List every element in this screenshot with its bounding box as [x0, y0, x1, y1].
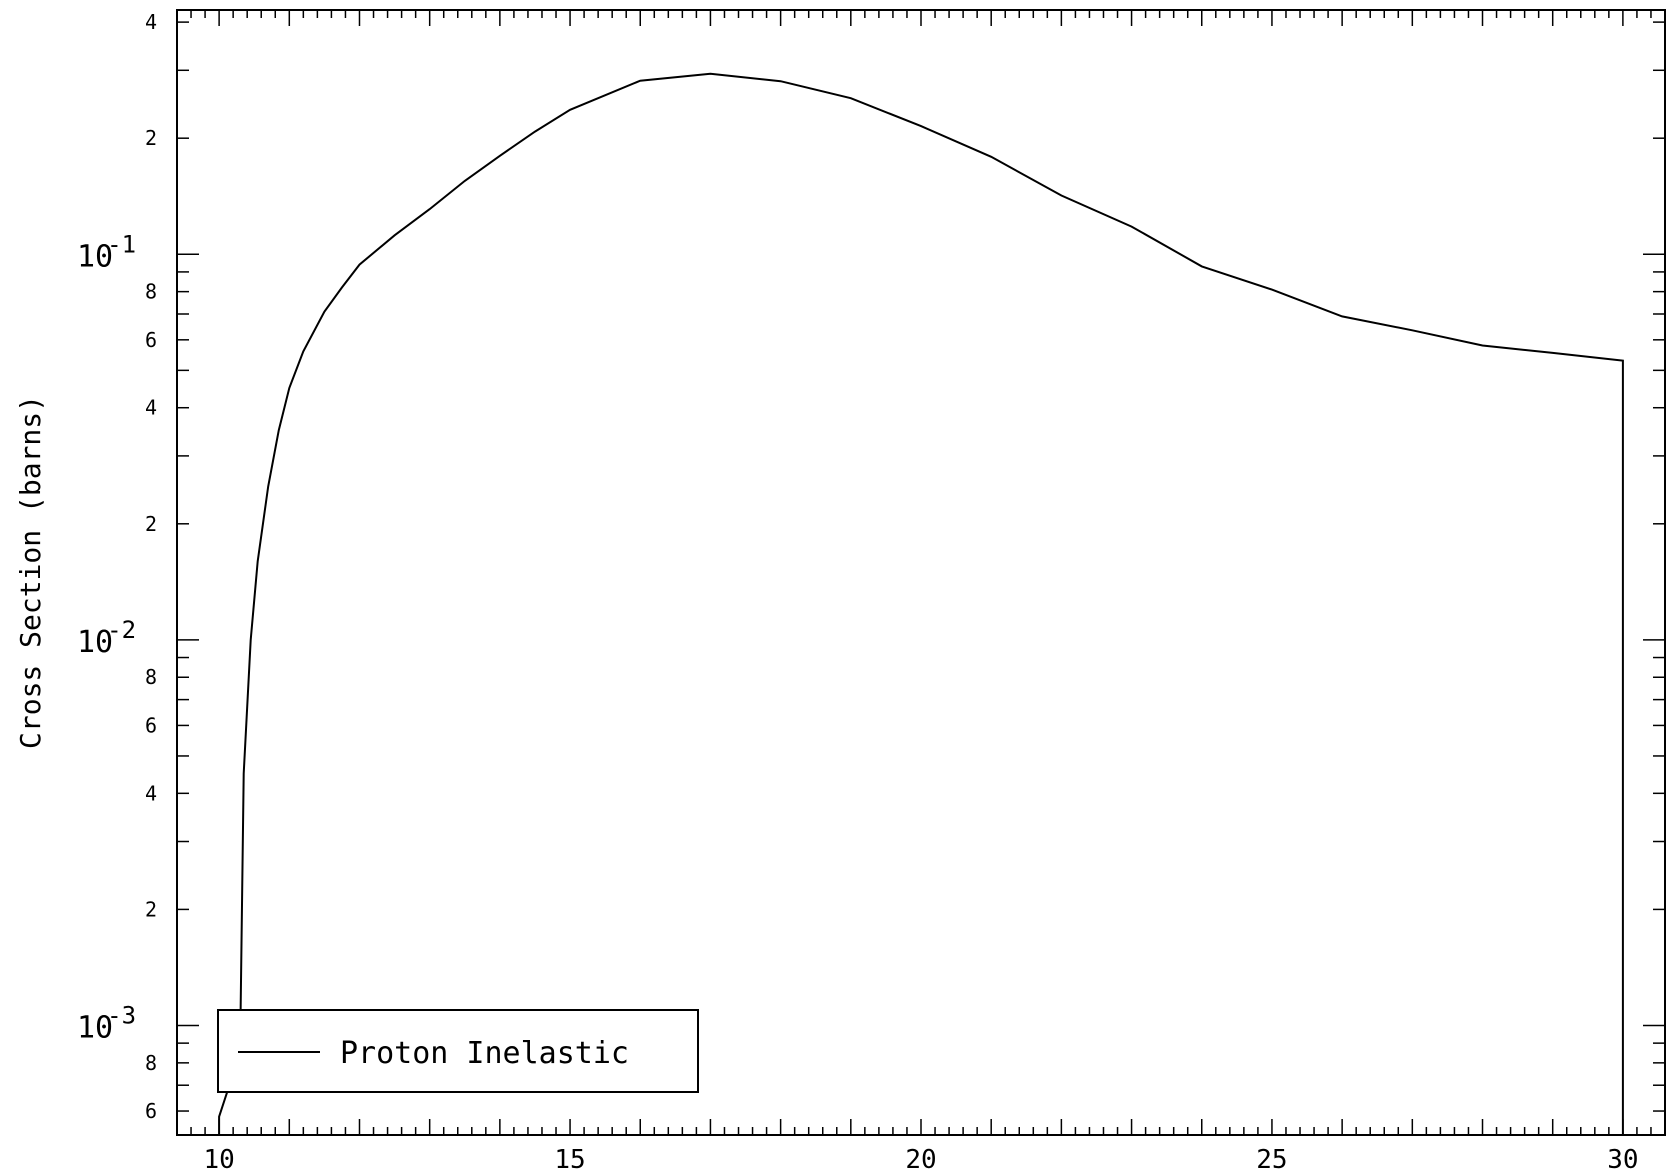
y-decade-label: 10-2 — [77, 616, 136, 660]
legend-label-proton-inelastic: Proton Inelastic — [340, 1036, 629, 1071]
y-decade-exponent: -2 — [107, 616, 136, 644]
x-tick-label: 25 — [1256, 1145, 1287, 1175]
x-tick-labels: 10 15 20 25 30 — [203, 1145, 1638, 1175]
x-tick-label: 15 — [554, 1145, 585, 1175]
y-minor-label: 8 — [145, 665, 157, 689]
y-minor-label: 2 — [145, 126, 157, 150]
y-minor-label: 4 — [145, 10, 157, 34]
y-decade-label: 10-1 — [77, 230, 136, 274]
y-minor-label: 6 — [145, 1099, 157, 1123]
y-decade-exponent: -3 — [107, 1001, 136, 1029]
y-decade-exponent: -1 — [107, 230, 136, 258]
y-minor-label: 8 — [145, 1051, 157, 1075]
y-minor-label: 4 — [145, 396, 157, 420]
x-tick-label: 20 — [905, 1145, 936, 1175]
plot-frame — [176, 9, 1666, 1136]
y-tick-labels: 10-1 10-2 10-3 4 2 8 6 4 2 8 6 4 2 8 6 — [77, 10, 157, 1123]
x-tick-label: 10 — [203, 1145, 234, 1175]
y-minor-label: 8 — [145, 280, 157, 304]
axis-ticks — [176, 10, 1666, 1135]
x-tick-label: 30 — [1607, 1145, 1638, 1175]
y-minor-label: 6 — [145, 328, 157, 352]
legend: Proton Inelastic — [217, 1009, 699, 1093]
y-minor-label: 4 — [145, 781, 157, 805]
y-decade-label: 10-3 — [77, 1001, 136, 1045]
y-minor-label: 2 — [145, 897, 157, 921]
series-line-proton-inelastic — [218, 72, 1624, 1135]
y-minor-label: 2 — [145, 512, 157, 536]
y-axis-label: Cross Section (barns) — [14, 395, 47, 749]
y-minor-label: 6 — [145, 713, 157, 737]
